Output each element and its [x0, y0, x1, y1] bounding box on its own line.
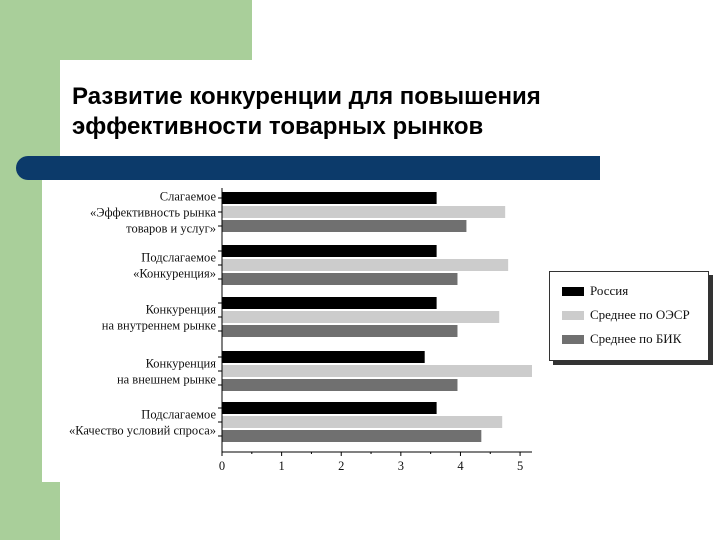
x-tick-label: 4: [457, 459, 464, 473]
bar: [222, 245, 437, 257]
bar: [222, 273, 458, 285]
decorative-green-block: [60, 0, 252, 60]
bar: [222, 259, 509, 271]
category-label: «Конкуренция»: [133, 267, 216, 281]
bar: [222, 379, 458, 391]
legend-item-oecd: Среднее по ОЭСР: [562, 306, 690, 324]
legend-swatch: [562, 286, 584, 296]
bar: [222, 192, 437, 204]
bar: [222, 297, 437, 309]
legend-label: Среднее по БИК: [590, 331, 682, 346]
slide-title: Развитие конкуренции для повышения эффек…: [72, 83, 541, 140]
bar: [222, 416, 503, 428]
bar: [222, 365, 532, 377]
title-divider-bar: [16, 156, 600, 180]
x-tick-label: 0: [219, 459, 225, 473]
bar: [222, 351, 425, 363]
x-tick-label: 5: [517, 459, 523, 473]
legend-item-russia: Россия: [562, 282, 628, 300]
bar: [222, 430, 482, 442]
bar: [222, 325, 458, 337]
legend-label: Россия: [590, 283, 629, 298]
category-label: Конкуренция: [146, 303, 217, 317]
bar: [222, 402, 437, 414]
chart-area: Слагаемое «Эффективность рынка товаров и у…: [42, 180, 542, 482]
category-label: «Качество условий спроса»: [69, 424, 216, 438]
x-tick-label: 3: [398, 459, 404, 473]
category-label: на внутреннем рынке: [102, 319, 217, 333]
category-label: Подслагаемое: [141, 408, 216, 422]
legend-item-bric: Среднее по БИК: [562, 330, 681, 348]
legend-swatch: [562, 334, 584, 344]
category-label: на внешнем рынке: [117, 373, 216, 387]
category-label: Конкуренция: [146, 357, 217, 371]
legend-label: Среднее по ОЭСР: [590, 307, 690, 322]
bar-chart: Слагаемое «Эффективность рынка товаров и у…: [69, 188, 532, 473]
bar: [222, 311, 500, 323]
category-label: Подслагаемое: [141, 251, 216, 265]
legend-swatch: [562, 310, 584, 320]
x-tick-label: 2: [338, 459, 344, 473]
x-tick-label: 1: [278, 459, 284, 473]
category-label: Слагаемое: [160, 190, 217, 204]
category-label: «Эффективность рынка: [90, 206, 216, 220]
category-label: товаров и услуг»: [126, 222, 216, 236]
bar: [222, 206, 506, 218]
bar: [222, 220, 467, 232]
chart-legend: Россия Среднее по ОЭСР Среднее по БИК: [549, 271, 709, 361]
